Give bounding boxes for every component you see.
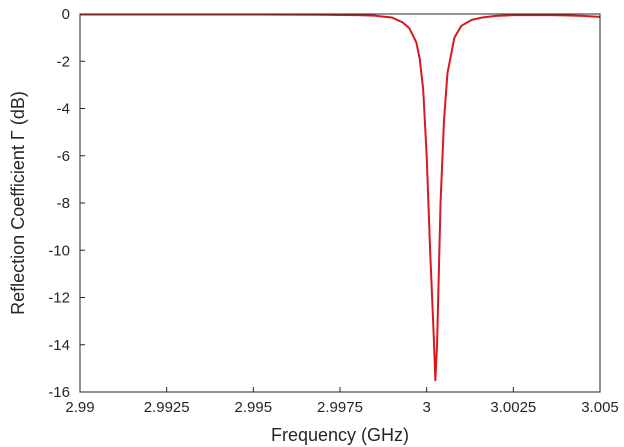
y-tick-label: -16 bbox=[48, 384, 70, 401]
y-tick-label: -8 bbox=[57, 195, 70, 212]
x-tick-label: 2.99 bbox=[65, 399, 94, 416]
x-tick-label: 3.0025 bbox=[490, 399, 536, 416]
y-tick-label: -6 bbox=[57, 148, 70, 165]
x-tick-label: 3 bbox=[422, 399, 430, 416]
x-tick-labels: 2.99 2.9925 2.995 2.9975 3 3.0025 3.005 bbox=[65, 387, 619, 416]
x-tick-label: 2.9925 bbox=[144, 399, 190, 416]
y-tick-labels: 0 -2 -4 -6 -8 -10 -12 -14 -16 bbox=[48, 6, 85, 401]
y-tick-label: -4 bbox=[57, 101, 70, 118]
y-tick-label: -10 bbox=[48, 242, 70, 259]
plot-border bbox=[79, 13, 601, 393]
y-tick-label: 0 bbox=[62, 6, 70, 23]
plot-area bbox=[79, 13, 601, 393]
series-line-0 bbox=[80, 13, 601, 382]
y-tick-label: -12 bbox=[48, 290, 70, 307]
x-tick-label: 2.9975 bbox=[317, 399, 363, 416]
x-axis-label: Frequency (GHz) bbox=[271, 425, 409, 445]
y-tick-label: -2 bbox=[57, 53, 70, 70]
y-tick-label: -14 bbox=[48, 337, 70, 354]
y-axis-label: Reflection Coefficient Γ (dB) bbox=[8, 91, 28, 315]
series-layer bbox=[80, 13, 601, 382]
x-tick-label: 3.005 bbox=[581, 399, 619, 416]
x-tick-label: 2.995 bbox=[235, 399, 273, 416]
